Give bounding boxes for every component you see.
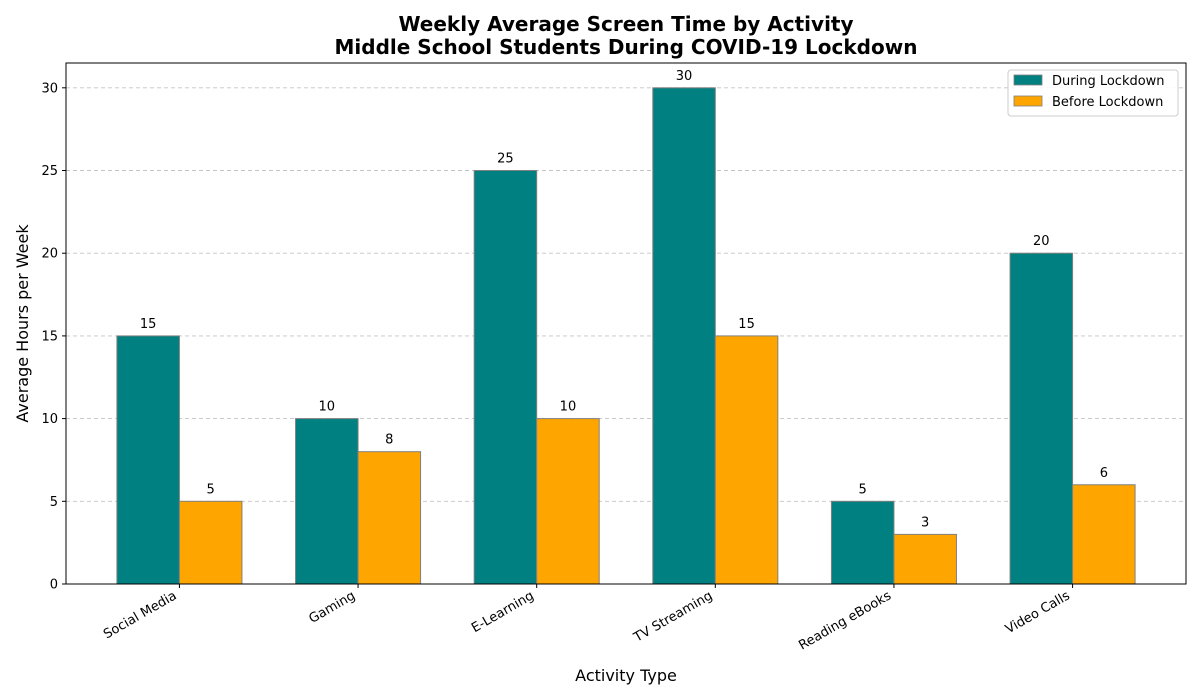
data-label-during-3: 30 (676, 69, 693, 84)
data-label-during-4: 5 (859, 482, 867, 497)
legend-label-1: Before Lockdown (1052, 95, 1163, 110)
y-tick-label-25: 25 (41, 164, 58, 179)
data-label-before-5: 6 (1100, 466, 1108, 481)
data-label-before-4: 3 (921, 515, 929, 530)
x-axis-ticks: Social Media Gaming E-Learning TV Streaming… (101, 584, 1074, 653)
legend-frame (1007, 69, 1179, 117)
y-tick-label-30: 30 (41, 81, 58, 96)
bar-before-3 (714, 335, 779, 585)
x-tick-label-4: Reading eBooks (796, 588, 894, 653)
plot-area-frame (65, 62, 1187, 585)
y-tick-label-10: 10 (41, 412, 58, 427)
data-label-before-0: 5 (207, 482, 215, 497)
grid-lines (66, 87, 1186, 502)
x-tick-label-1: Gaming (307, 588, 359, 626)
data-labels: 15 10 25 30 5 20 5 8 10 15 3 6 (140, 69, 1108, 531)
bar-before-1 (357, 451, 422, 585)
data-label-before-1: 8 (385, 433, 393, 448)
data-label-during-0: 15 (140, 317, 157, 332)
bar-before-5 (1072, 484, 1136, 585)
legend-swatch-0 (1013, 74, 1043, 86)
bar-during-1 (295, 418, 359, 585)
bar-during-5 (1009, 252, 1074, 585)
bar-during-2 (473, 170, 538, 585)
x-axis-label: Activity Type (575, 666, 677, 685)
chart-title-line-1: Weekly Average Screen Time by Activity (398, 12, 853, 36)
legend: During Lockdown Before Lockdown (1007, 69, 1179, 117)
y-tick-label-15: 15 (41, 329, 58, 344)
bar-during-0 (116, 335, 180, 585)
x-tick-label-5: Video Calls (1003, 588, 1073, 637)
data-label-during-5: 20 (1033, 234, 1050, 249)
y-tick-label-0: 0 (50, 578, 58, 593)
x-tick-label-3: TV Streaming (631, 588, 716, 646)
data-label-before-3: 15 (738, 317, 755, 332)
bar-during-3 (652, 87, 716, 585)
data-label-before-2: 10 (560, 400, 577, 415)
data-label-during-1: 10 (319, 400, 336, 415)
x-tick-label-2: E-Learning (469, 588, 537, 636)
bar-before-4 (893, 533, 957, 585)
bar-before-2 (536, 418, 600, 585)
x-tick-label-0: Social Media (101, 588, 179, 642)
data-label-during-2: 25 (497, 152, 514, 167)
y-axis-ticks: 0 5 10 15 20 25 30 (41, 81, 66, 593)
bars (116, 87, 1136, 585)
chart-title-line-2: Middle School Students During COVID-19 L… (335, 35, 918, 59)
legend-swatch-1 (1013, 95, 1043, 107)
y-axis-label: Average Hours per Week (13, 224, 32, 423)
bar-during-4 (830, 500, 895, 585)
bar-before-0 (178, 500, 243, 585)
y-tick-label-5: 5 (50, 495, 58, 510)
legend-label-0: During Lockdown (1052, 74, 1165, 89)
y-tick-label-20: 20 (41, 247, 58, 262)
